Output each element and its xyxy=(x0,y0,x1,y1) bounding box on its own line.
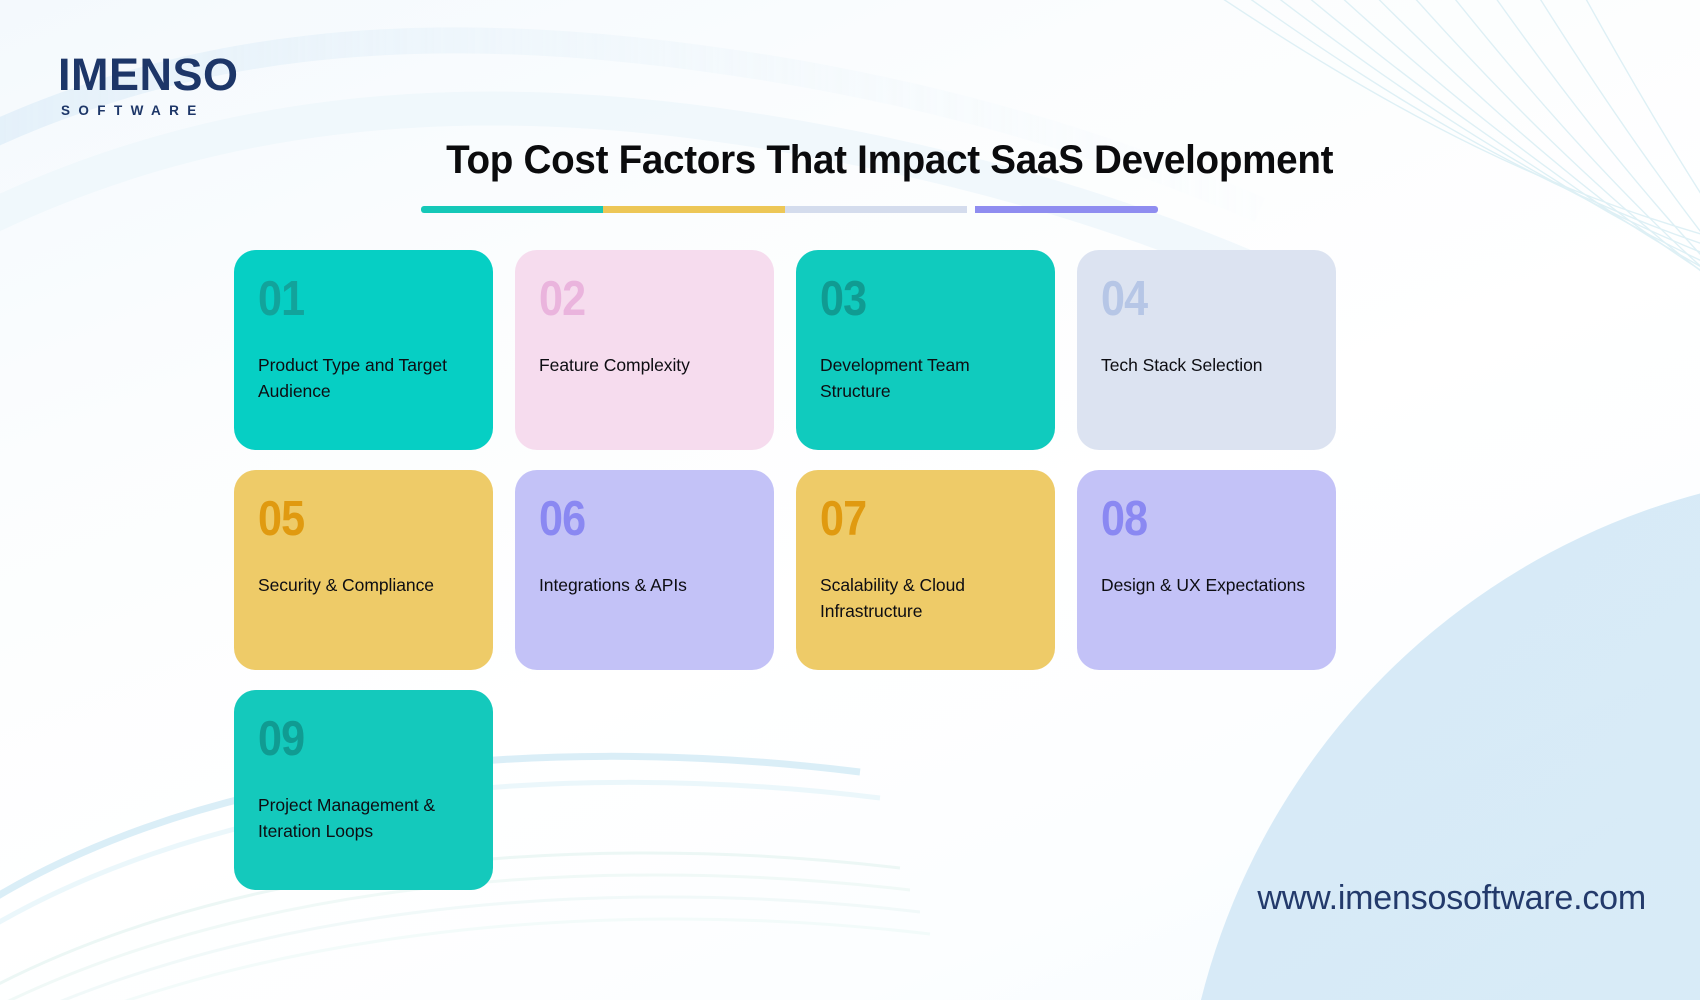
teal-segment xyxy=(421,206,603,213)
divider-bar xyxy=(421,206,1158,213)
card-number: 06 xyxy=(539,492,586,546)
factor-card-08[interactable]: 08 Design & UX Expectations xyxy=(1077,470,1336,670)
factor-card-09[interactable]: 09 Project Management & Iteration Loops xyxy=(234,690,493,890)
page-title: Top Cost Factors That Impact SaaS Develo… xyxy=(0,138,1700,183)
brand-logo: IMENSO SOFTWARE xyxy=(58,52,298,118)
card-number: 03 xyxy=(820,272,867,326)
website-url: www.imensosoftware.com xyxy=(1257,879,1646,917)
factor-card-03[interactable]: 03 Development Team Structure xyxy=(796,250,1055,450)
factor-card-05[interactable]: 05 Security & Compliance xyxy=(234,470,493,670)
card-label: Project Management & Iteration Loops xyxy=(258,795,436,841)
card-number: 09 xyxy=(258,712,305,766)
card-label: Product Type and Target Audience xyxy=(258,355,447,401)
cards-grid: 01 Product Type and Target Audience 02 Feat… xyxy=(234,250,1449,890)
card-number: 02 xyxy=(539,272,586,326)
card-label: Security & Compliance xyxy=(258,575,434,595)
card-label: Tech Stack Selection xyxy=(1101,355,1263,375)
factor-card-02[interactable]: 02 Feature Complexity xyxy=(515,250,774,450)
card-number: 05 xyxy=(258,492,305,546)
gray-segment xyxy=(785,206,967,213)
factor-card-01[interactable]: 01 Product Type and Target Audience xyxy=(234,250,493,450)
card-number: 04 xyxy=(1101,272,1148,326)
divider-gap xyxy=(967,206,975,213)
card-number: 07 xyxy=(820,492,867,546)
card-number: 01 xyxy=(258,272,305,326)
card-label: Design & UX Expectations xyxy=(1101,575,1306,595)
card-number: 08 xyxy=(1101,492,1148,546)
card-label: Integrations & APIs xyxy=(539,575,687,595)
card-label: Development Team Structure xyxy=(820,355,970,401)
factor-card-04[interactable]: 04 Tech Stack Selection xyxy=(1077,250,1336,450)
page-title-text: Top Cost Factors That Impact SaaS Develo… xyxy=(446,138,1334,182)
factor-card-07[interactable]: 07 Scalability & Cloud Infrastructure xyxy=(796,470,1055,670)
logo-wordmark: IMENSO xyxy=(58,49,239,100)
card-label: Scalability & Cloud Infrastructure xyxy=(820,575,965,621)
factor-card-06[interactable]: 06 Integrations & APIs xyxy=(515,470,774,670)
card-label: Feature Complexity xyxy=(539,355,690,375)
yellow-segment xyxy=(603,206,785,213)
logo-subwordmark: SOFTWARE xyxy=(61,103,205,118)
purple-segment xyxy=(975,206,1158,213)
